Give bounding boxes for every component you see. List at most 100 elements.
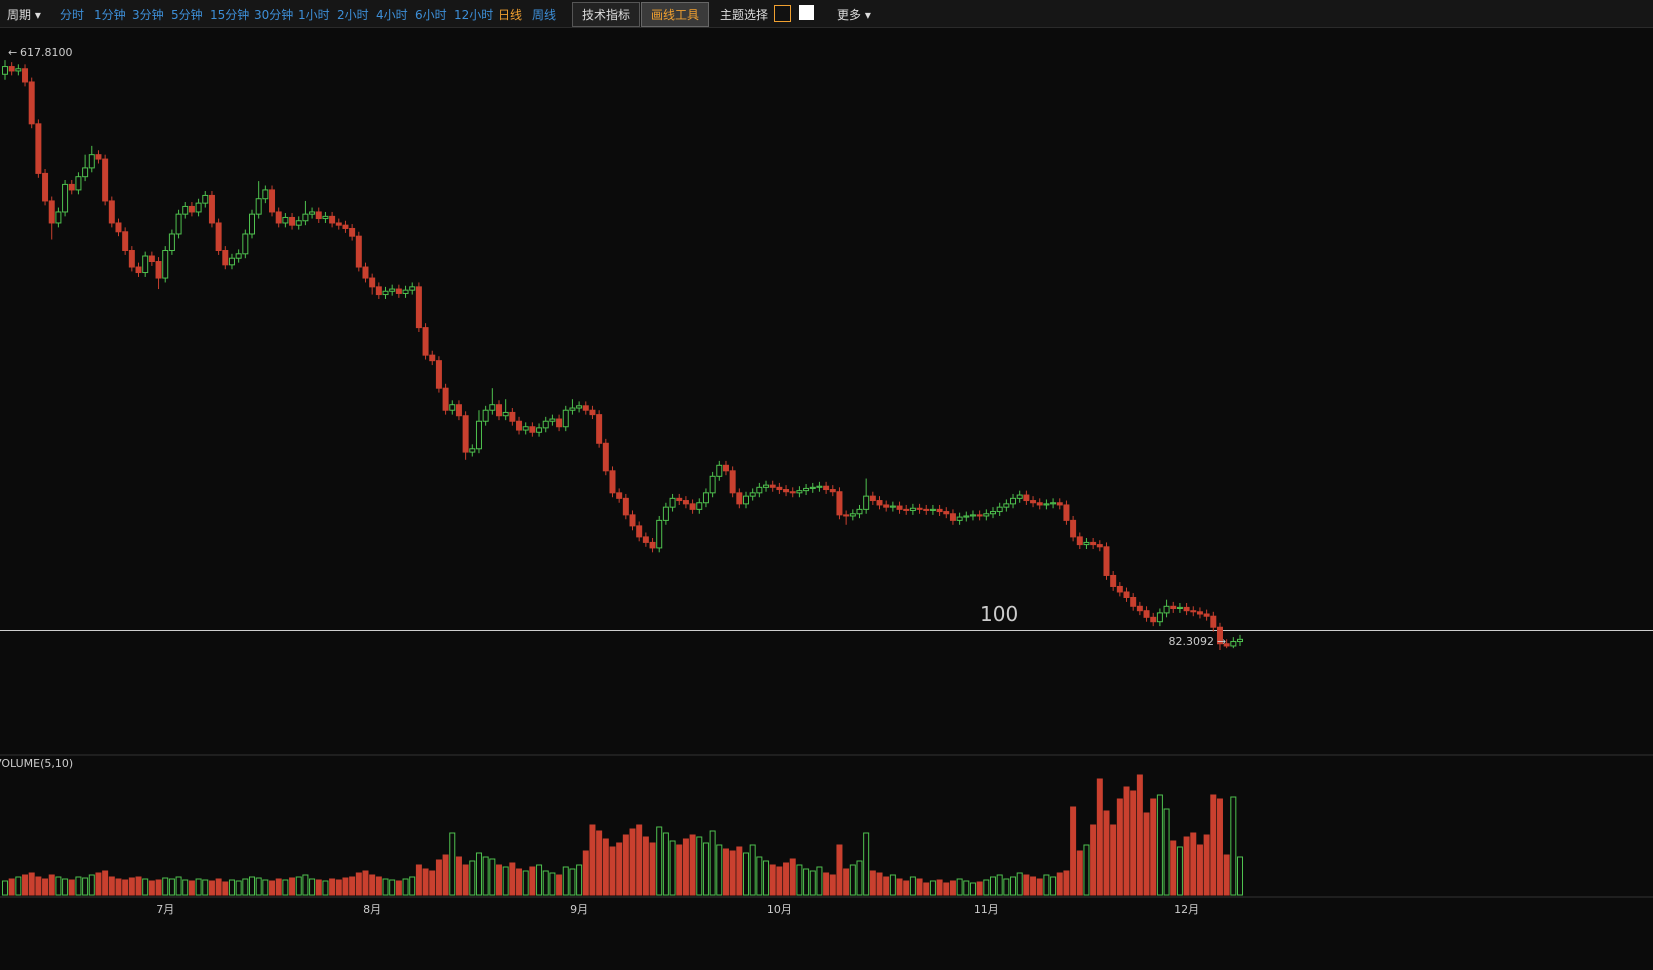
volume-bar [435,859,442,896]
period-option[interactable]: 5分钟 [171,8,203,22]
candle-body [1156,612,1163,623]
volume-bar [122,879,129,896]
volume-bar [48,874,55,896]
volume-bar [716,844,723,896]
candle-body [969,514,976,517]
candle-body [202,194,209,204]
volume-bar [95,872,102,896]
x-tick-label: 9月 [570,903,588,916]
period-option[interactable]: 1分钟 [94,8,126,22]
volume-bar [1136,774,1143,896]
volume-bar [936,879,943,896]
volume-bar [1143,812,1150,896]
volume-bar [896,878,903,896]
candle-body [529,426,536,433]
candle-body [215,222,222,252]
volume-bar [462,864,469,896]
volume-bar [496,864,502,896]
period-option[interactable]: 2小时 [337,8,369,22]
candle-body [1010,497,1017,505]
more-menu[interactable]: 更多 ▾ [837,8,871,22]
candle-body [1176,606,1183,609]
x-tick-label: 11月 [974,903,999,916]
volume-bar [22,874,29,896]
volume-bar [516,868,523,896]
candle-body [1030,500,1037,504]
candle-body [82,167,89,178]
period-option[interactable]: 1小时 [298,8,330,22]
volume-bar [916,878,923,896]
period-option[interactable]: 6小时 [415,8,447,22]
candle-body [1170,605,1177,609]
volume-bar [763,860,770,896]
volume-bar [876,872,883,896]
period-option[interactable]: 分时 [60,8,85,22]
toolbar: 周期 ▾ 技术指标 画线工具 主题选择 更多 ▾ 分时 1分钟 3分钟 5分钟 15分钟… [0,0,1653,28]
candle-body [242,233,249,255]
volume-bar [168,878,175,896]
period-option[interactable]: 30分钟 [254,8,294,22]
candle-body [342,224,349,229]
period-option[interactable]: 12小时 [454,8,494,22]
candle-body [849,513,856,517]
volume-bar [642,836,649,896]
volume-bar [702,842,709,896]
indicator-button[interactable]: 技术指标 [572,2,641,27]
period-option[interactable]: 4小时 [376,8,408,22]
volume-bar [128,877,135,896]
candle-body [1016,494,1023,499]
volume-bar [482,856,489,896]
volume-bar [783,862,790,896]
candle-body [489,404,496,411]
period-option[interactable]: 日线 [498,8,523,22]
drawing-button[interactable]: 画线工具 [641,2,710,27]
candle-body [916,507,923,510]
volume-bar [162,877,169,896]
candle-body [602,442,609,472]
candle-body [549,418,556,422]
volume-bar [662,832,669,896]
period-option[interactable]: 周线 [532,8,557,22]
candle-body [382,290,389,296]
volume-bar [188,880,195,896]
candle-body [309,211,316,215]
dark-theme[interactable] [774,5,791,22]
volume-bar [709,830,716,896]
candle-body [896,505,903,510]
candle-body [228,257,235,266]
candle-body [102,158,109,202]
volume-bar [856,860,863,896]
volume-bar [602,838,609,896]
volume-bar [35,876,42,896]
candle-body [1163,605,1170,614]
volume-bar [382,878,389,896]
volume-bar [142,878,149,896]
light-theme[interactable] [799,5,814,20]
more-label: 更多 [837,8,862,22]
low-marker: 82.3092 [1169,635,1215,648]
volume-bar [1036,878,1043,896]
candle-body [1196,611,1203,615]
candle-body [702,492,709,504]
period-option[interactable]: 3分钟 [132,8,164,22]
volume-bar [1216,798,1223,896]
volume-bar [422,868,429,896]
volume-bar [816,866,823,896]
volume-bar [1083,844,1090,896]
volume-bar [849,864,856,896]
volume-bar [335,879,342,896]
candle-body [716,464,723,477]
chart: VOLUME(5,10) 100 7月 8月 9月 10月 11月 12月 ← 617.8100… [0,28,1653,970]
candle-body [1103,546,1110,576]
volume-bar [1103,810,1110,896]
period-menu[interactable]: 周期 ▾ [7,8,41,22]
volume-bar [1210,794,1217,896]
candle-body [15,68,22,72]
candle-body [689,503,696,510]
volume-bar [1123,786,1130,896]
candle-body [1003,503,1010,508]
volume-bar [789,858,796,896]
candle-body [642,536,649,543]
candle-body [676,497,683,502]
period-option[interactable]: 15分钟 [210,8,250,22]
